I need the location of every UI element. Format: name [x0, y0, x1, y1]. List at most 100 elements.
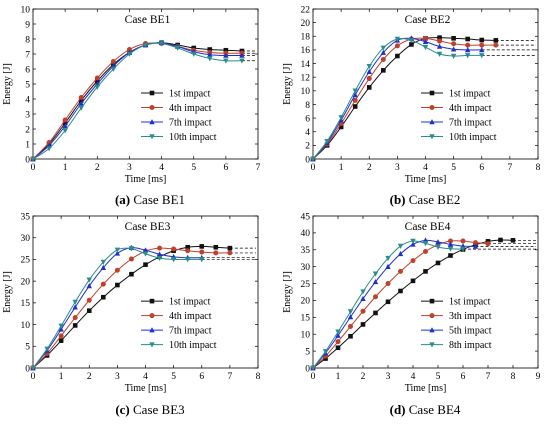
chart-panel-3: 0 1 2 3 4 5 6 7 8 0 5 10 15 20 25 30 35 Time [ms] Energy […: [2, 212, 261, 394]
x-tick-label: 5: [451, 163, 456, 173]
y-tick-label: 2: [305, 142, 310, 152]
data-point: [381, 68, 386, 73]
data-point: [239, 52, 245, 58]
data-point: [322, 349, 329, 355]
data-point: [171, 246, 177, 252]
data-point: [199, 244, 205, 249]
data-point: [448, 253, 453, 258]
data-point: [128, 246, 135, 252]
data-point: [410, 238, 416, 244]
legend-label: 8th impact: [449, 340, 492, 351]
y-tick-label: 40: [301, 229, 311, 239]
data-point: [380, 56, 386, 62]
x-tick-label: 3: [115, 372, 120, 382]
data-point: [436, 51, 443, 57]
data-point: [498, 237, 503, 243]
data-point: [436, 43, 443, 49]
legend: 1st impact 4th impact 7th impact 10th impac…: [421, 88, 497, 143]
data-point: [410, 241, 416, 247]
x-tick-label: 8: [536, 163, 541, 173]
data-point: [360, 295, 366, 302]
x-tick-label: 7: [508, 163, 513, 173]
y-axis-label: Energy [J]: [282, 271, 293, 313]
x-axis-label: Time [ms]: [125, 383, 167, 394]
data-point: [58, 338, 64, 343]
data-point: [338, 124, 344, 130]
data-point: [199, 257, 205, 263]
y-tick-label: 12: [301, 73, 311, 83]
data-point: [464, 47, 471, 53]
data-point: [447, 241, 454, 247]
data-point: [394, 36, 401, 42]
x-tick-label: 7: [256, 163, 261, 173]
data-point: [158, 41, 165, 47]
data-point: [447, 246, 454, 252]
x-axis-label: Time [ms]: [405, 383, 447, 394]
data-point: [100, 259, 107, 265]
y-tick-label: 25: [21, 256, 31, 266]
y-axis-label: Energy [J]: [2, 63, 13, 105]
y-tick-label: 4: [305, 128, 310, 138]
data-point: [72, 323, 78, 328]
data-point: [493, 38, 499, 43]
data-point: [410, 258, 416, 264]
data-point: [94, 75, 100, 81]
series-3: [30, 244, 205, 371]
data-point: [72, 304, 78, 310]
legend-marker: [429, 90, 435, 96]
x-tick-label: 0: [31, 372, 36, 382]
data-point: [58, 333, 64, 339]
y-tick-label: 35: [21, 212, 31, 222]
data-point: [86, 297, 92, 303]
legend-label: 1st impact: [169, 297, 211, 308]
data-point: [338, 115, 344, 121]
y-tick-label: 14: [301, 60, 311, 70]
x-tick-label: 0: [31, 163, 36, 173]
y-tick-label: 5: [25, 80, 30, 90]
series-3: [30, 39, 245, 162]
data-point: [335, 345, 341, 351]
x-tick-label: 0: [311, 163, 316, 173]
y-tick-label: 25: [301, 280, 311, 290]
data-point: [473, 240, 478, 246]
data-point: [451, 41, 457, 47]
legend-label: 3th impact: [449, 311, 492, 322]
data-point: [156, 251, 163, 257]
data-point: [385, 281, 391, 287]
data-point: [435, 260, 441, 266]
data-point: [114, 267, 120, 273]
y-tick-label: 9: [25, 20, 30, 30]
x-tick-label: 5: [191, 163, 196, 173]
caption-text: Case BE1: [130, 192, 185, 207]
data-point: [184, 257, 191, 263]
caption-text: Case BE4: [406, 402, 461, 417]
data-point: [373, 310, 378, 316]
data-point: [191, 51, 197, 57]
data-point: [58, 326, 64, 332]
data-point: [479, 42, 485, 48]
data-point: [143, 262, 148, 267]
legend-label: 4th impact: [449, 103, 492, 114]
data-point: [437, 38, 443, 44]
data-point: [422, 241, 429, 247]
x-tick-label: 5: [436, 372, 441, 382]
y-tick-label: 0: [25, 155, 30, 165]
legend-marker: [429, 134, 435, 140]
data-point: [460, 246, 466, 253]
data-point: [142, 247, 149, 253]
data-point: [44, 346, 50, 352]
chart-title: Case BE1: [125, 14, 171, 26]
data-point: [372, 271, 379, 277]
data-point: [62, 120, 68, 126]
data-point: [372, 278, 379, 285]
x-tick-label: 7: [486, 372, 491, 382]
caption-letter: (c): [115, 402, 129, 417]
data-point: [380, 45, 387, 51]
data-point: [129, 271, 134, 277]
data-point: [360, 322, 366, 327]
data-point: [395, 53, 400, 59]
data-point: [114, 247, 121, 253]
caption-letter: (b): [390, 192, 406, 207]
y-tick-label: 10: [301, 87, 311, 97]
data-point: [422, 44, 429, 51]
